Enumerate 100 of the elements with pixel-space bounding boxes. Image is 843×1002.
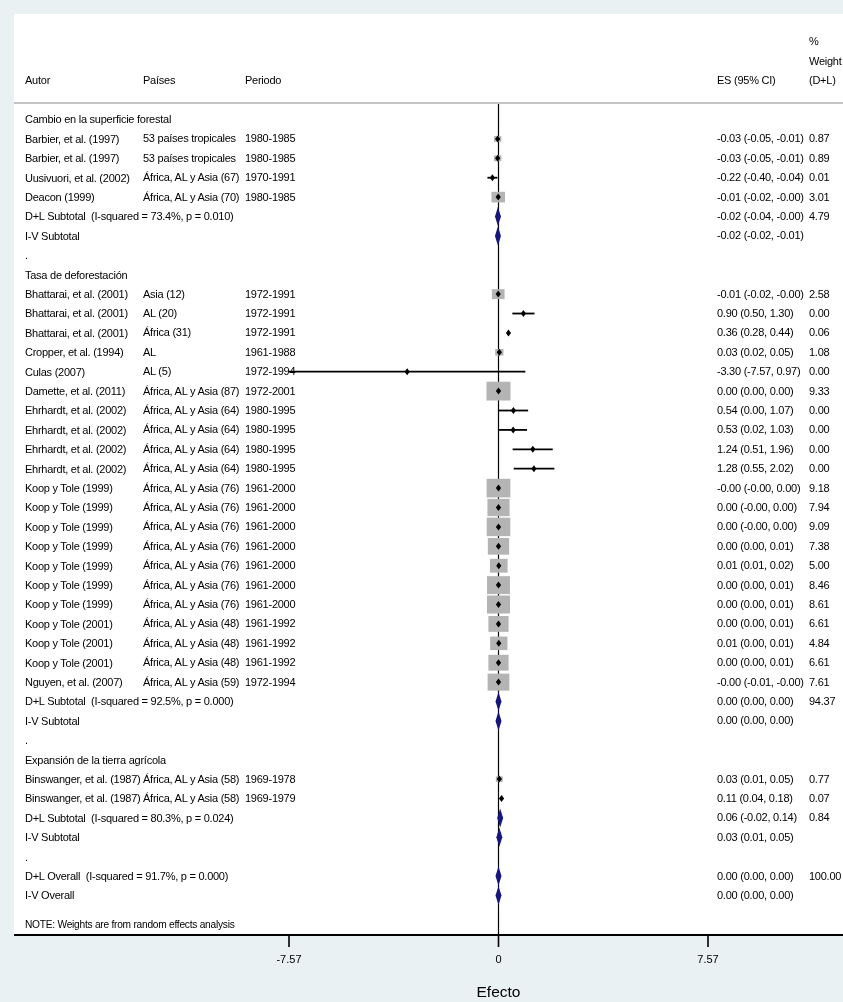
y-tick-label: Ehrhardt, et al. (2002): [25, 404, 127, 417]
text: 0.00 (0.00, 0.01): [717, 597, 794, 612]
annotation: 1961-1988: [245, 345, 296, 359]
annotation: 1980-1995: [245, 442, 296, 456]
text: África, AL y Asia (76): [143, 520, 240, 534]
text: 6.61: [809, 617, 830, 631]
text: 0.00 (0.00, 0.00): [717, 384, 794, 398]
annotation: 1972-1994: [245, 675, 296, 689]
text: 7.61: [809, 675, 830, 689]
y-tick-label: D+L Subtotal (I-squared = 73.4%, p = 0.010): [25, 210, 234, 223]
text: AL (20): [143, 306, 177, 321]
text: 0.36 (0.28, 0.44): [717, 326, 794, 340]
text: -0.00 (-0.00, 0.00): [717, 481, 801, 495]
y-tick-label: Koop y Tole (1999): [25, 540, 113, 553]
text: África, AL y Asia (67): [143, 171, 240, 185]
y-tick-label: Ehrhardt, et al. (2002): [25, 423, 127, 436]
text: 53 países tropicales: [143, 151, 236, 165]
text: África, AL y Asia (48): [143, 656, 240, 670]
text: 0.00 (-0.00, 0.00): [717, 500, 797, 515]
y-tick-label: Cropper, et al. (1994): [25, 346, 124, 359]
y-tick-label: Koop y Tole (1999): [25, 481, 113, 494]
y-tick-label: D+L Overall (I-squared = 91.7%, p = 0.000): [25, 869, 229, 882]
text: África, AL y Asia (76): [143, 578, 240, 592]
text: África, AL y Asia (64): [143, 403, 240, 418]
annotation: 1961-2000: [245, 481, 296, 495]
text: -3.30 (-7.57, 0.97): [717, 365, 801, 379]
y-tick-label: D+L Subtotal (I-squared = 92.5%, p = 0.000): [25, 695, 234, 708]
text: África, AL y Asia (48): [143, 636, 240, 650]
text: % Weight (D+L): [809, 35, 842, 88]
y-tick-label: Koop y Tole (1999): [25, 559, 113, 572]
text: 0.00: [809, 365, 830, 379]
text: 0.84: [809, 811, 830, 825]
y-tick-label: Binswanger, et al. (1987): [25, 792, 141, 805]
text: África, AL y Asia (48): [143, 617, 240, 631]
y-tick-label: Barbier, et al. (1997): [25, 132, 120, 145]
text: 0.00: [809, 462, 830, 476]
text: 8.61: [809, 597, 830, 612]
x-axis-title: Efecto: [476, 983, 521, 1000]
text: 0.00 (0.00, 0.00): [717, 714, 794, 728]
y-tick-label: Koop y Tole (1999): [25, 578, 113, 591]
text: 8.46: [809, 578, 830, 592]
text: 0.00 (0.00, 0.01): [717, 656, 794, 670]
text: 0.87: [809, 132, 830, 146]
y-tick-label: Ehrhardt, et al. (2002): [25, 443, 127, 456]
annotation: 1970-1991: [245, 171, 296, 185]
y-tick-label: Koop y Tole (2001): [25, 637, 113, 650]
y-tick-label: Koop y Tole (1999): [25, 520, 113, 533]
text: 4.79: [809, 209, 830, 224]
text: 7.38: [809, 539, 830, 553]
y-tick-label: Koop y Tole (1999): [25, 598, 113, 611]
annotation: 1980-1995: [245, 462, 296, 476]
y-tick-label: Nguyen, et al. (2007): [25, 675, 123, 688]
text: 94.37: [809, 694, 836, 709]
text: África, AL y Asia (76): [143, 481, 240, 495]
annotation: 1961-2000: [245, 500, 296, 515]
text: AL: [143, 345, 156, 359]
y-tick-label: D+L Subtotal (I-squared = 80.3%, p = 0.024): [25, 811, 234, 824]
y-tick-label: I-V Subtotal: [25, 831, 80, 844]
text: NOTE: Weights are from random effects analysis: [25, 919, 235, 932]
text: Autor: [25, 74, 51, 88]
annotation: 1980-1995: [245, 403, 296, 418]
text: -0.03 (-0.05, -0.01): [717, 151, 804, 165]
y-tick-label: I-V Subtotal: [25, 229, 80, 242]
text: -0.02 (-0.02, -0.01): [717, 229, 804, 243]
annotation: 1972-1991: [245, 287, 296, 301]
text: AL (5): [143, 365, 172, 379]
annotation: 1961-1992: [245, 636, 296, 650]
text: 9.33: [809, 384, 830, 398]
x-tick-label: 0: [495, 952, 502, 965]
text: 0.00 (0.00, 0.00): [717, 869, 794, 883]
y-tick-label: .: [25, 249, 28, 262]
text: -0.02 (-0.04, -0.00): [717, 209, 804, 224]
text: 0.03 (0.01, 0.05): [717, 830, 794, 844]
annotation: 1980-1995: [245, 423, 296, 437]
y-tick-label: Deacon (1999): [25, 190, 95, 203]
text: 0.90 (0.50, 1.30): [717, 306, 794, 321]
text: 0.89: [809, 151, 830, 165]
text: -0.01 (-0.02, -0.00): [717, 190, 804, 204]
text: -0.03 (-0.05, -0.01): [717, 132, 804, 146]
text: 0.00 (0.00, 0.00): [717, 694, 794, 709]
y-tick-label: Binswanger, et al. (1987): [25, 772, 141, 785]
text: 100.00: [809, 869, 842, 883]
text: 7.94: [809, 500, 830, 515]
text: ES (95% CI): [717, 74, 776, 88]
y-tick-label: Barbier, et al. (1997): [25, 152, 120, 165]
annotation: 1961-1992: [245, 656, 296, 670]
x-tick-label: -7.57: [276, 952, 302, 965]
text: 0.00: [809, 403, 830, 418]
text: África, AL y Asia (64): [143, 442, 240, 456]
text: -0.22 (-0.40, -0.04): [717, 171, 804, 185]
y-tick-label: Ehrhardt, et al. (2002): [25, 462, 127, 475]
annotation: 1961-2000: [245, 578, 296, 592]
text: 0.07: [809, 791, 830, 806]
annotation: 1980-1985: [245, 190, 296, 204]
text: 0.06 (-0.02, 0.14): [717, 811, 797, 825]
annotation: 1972-1991: [245, 326, 296, 340]
text: 0.00 (0.00, 0.00): [717, 888, 794, 903]
y-tick-label: Bhattarai, et al. (2001): [25, 287, 128, 300]
text: 9.18: [809, 481, 830, 495]
text: 0.53 (0.02, 1.03): [717, 423, 794, 437]
